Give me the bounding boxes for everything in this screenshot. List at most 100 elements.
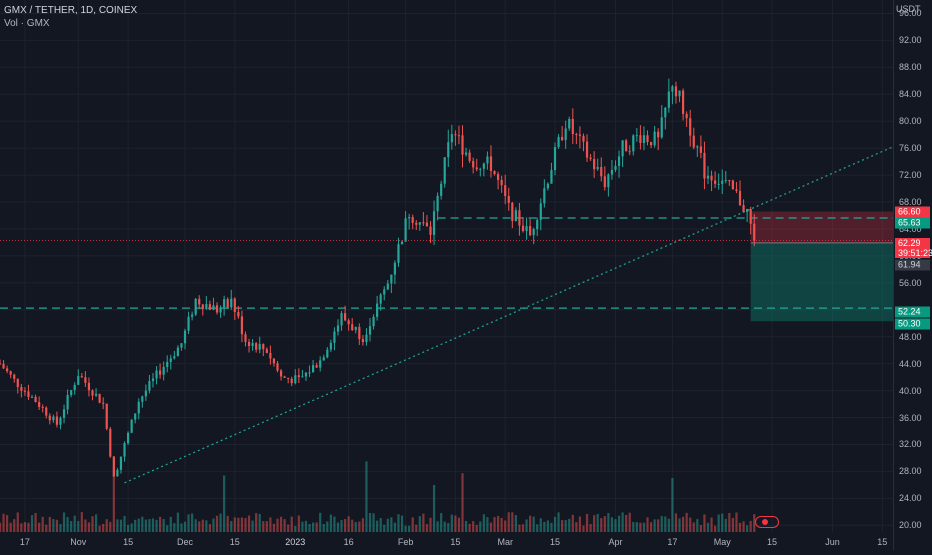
horizontal-levels[interactable]	[0, 217, 893, 309]
volume-bar	[279, 516, 283, 532]
candle-body	[753, 223, 756, 241]
candle-body	[525, 226, 528, 232]
candle-body	[699, 146, 702, 153]
volume-bar	[308, 523, 311, 532]
candle-body	[649, 142, 653, 146]
volume-bar	[290, 516, 293, 532]
candle-body	[344, 313, 347, 321]
volume-bar	[52, 519, 55, 532]
price-tick-label: 48.00	[899, 331, 922, 342]
candle-countdown: 39:51:23	[898, 248, 932, 258]
volume-bar	[233, 517, 236, 532]
candle-body	[646, 135, 649, 143]
volume-bar	[38, 522, 41, 532]
candle-body	[208, 304, 212, 310]
volume-bar	[699, 525, 702, 532]
candle-body	[173, 356, 176, 359]
volume-bar	[191, 513, 194, 532]
volume-bar	[553, 516, 557, 532]
candle-body	[703, 152, 706, 179]
volume-bar	[681, 516, 685, 532]
candle-body	[496, 174, 500, 180]
volume-bar	[557, 512, 560, 532]
candle-body	[653, 131, 656, 146]
volume-bar	[511, 512, 514, 532]
alert-bell-icon[interactable]	[755, 516, 779, 528]
time-axis[interactable]	[0, 532, 893, 550]
volume-bar	[102, 523, 105, 532]
volume-bar	[205, 520, 208, 532]
candle-body	[500, 179, 503, 186]
price-axis[interactable]	[893, 0, 932, 550]
volume-bar	[514, 514, 517, 532]
candle-body	[518, 210, 521, 226]
volume-bar	[212, 518, 215, 532]
price-tick-label: 56.00	[899, 277, 922, 288]
price-tick-label: 64.00	[899, 223, 922, 234]
volume-bar	[41, 516, 44, 532]
candle-body	[219, 307, 222, 313]
position-zones[interactable]	[750, 211, 893, 322]
candle-body	[201, 304, 204, 309]
candle-body	[137, 401, 140, 414]
volume-bar	[589, 524, 592, 532]
volume-bar	[116, 519, 119, 532]
candle-body	[148, 381, 151, 391]
candle-body	[73, 384, 76, 391]
volume-bar	[628, 512, 631, 532]
volume-bar	[137, 518, 140, 532]
volume-bar	[457, 517, 461, 532]
candle-body	[183, 330, 187, 344]
candle-body	[2, 363, 5, 369]
volume-bar	[717, 514, 720, 532]
symbol-title[interactable]: GMX / TETHER, 1D, COINEX	[4, 5, 138, 16]
candle-body	[596, 167, 599, 170]
candle-body	[674, 86, 678, 97]
candle-body	[354, 327, 357, 331]
volume-bar	[333, 516, 336, 532]
volume-bar	[425, 524, 429, 532]
volume-bar	[183, 521, 187, 532]
volume-bar	[436, 521, 439, 532]
volume-bar	[432, 484, 436, 532]
volume-bar	[319, 512, 322, 532]
volume-bar	[447, 523, 450, 532]
volume-bar	[219, 513, 222, 532]
candle-body	[59, 417, 62, 425]
volume-bar	[372, 513, 375, 532]
volume-bar	[301, 521, 304, 532]
volume-bar	[201, 519, 204, 532]
candle-body	[191, 314, 194, 317]
candle-body	[639, 135, 642, 144]
volume-bar	[482, 514, 485, 532]
volume-bar	[529, 515, 532, 532]
candle-body	[9, 371, 12, 375]
volume-bar	[80, 512, 83, 532]
volume-bar	[223, 475, 226, 532]
candle-body	[635, 135, 638, 137]
candle-body	[514, 210, 517, 221]
price-tick-label: 44.00	[899, 358, 922, 369]
candle-body	[30, 396, 34, 398]
candle-body	[436, 195, 439, 212]
volume-bar	[365, 461, 368, 532]
time-tick-label: 15	[229, 537, 240, 547]
candle-body	[290, 378, 293, 384]
volume-bar	[237, 517, 240, 532]
candle-body	[721, 180, 724, 184]
volume-bar	[400, 515, 404, 532]
candle-body	[482, 163, 485, 169]
volume-bar	[714, 525, 717, 532]
volume-bar	[326, 521, 329, 532]
volume-bar	[667, 518, 670, 532]
volume-indicator-label[interactable]: Vol · GMX	[4, 18, 50, 29]
volume-bar	[479, 521, 482, 532]
candle-body	[625, 140, 628, 152]
volume-bar	[226, 515, 229, 532]
candle-body	[539, 203, 542, 220]
candle-body	[23, 390, 27, 392]
candle-body	[667, 91, 670, 108]
volume-bar	[731, 517, 735, 532]
